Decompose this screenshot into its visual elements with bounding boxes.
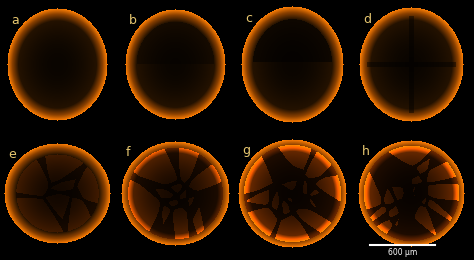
Text: g: g <box>242 144 250 157</box>
Text: a: a <box>11 14 19 27</box>
Text: e: e <box>8 148 16 161</box>
Text: c: c <box>245 12 252 25</box>
Text: 600 μm: 600 μm <box>388 248 417 257</box>
Text: d: d <box>363 13 371 26</box>
Text: h: h <box>362 145 370 158</box>
Text: f: f <box>125 146 130 159</box>
Text: b: b <box>129 15 137 28</box>
